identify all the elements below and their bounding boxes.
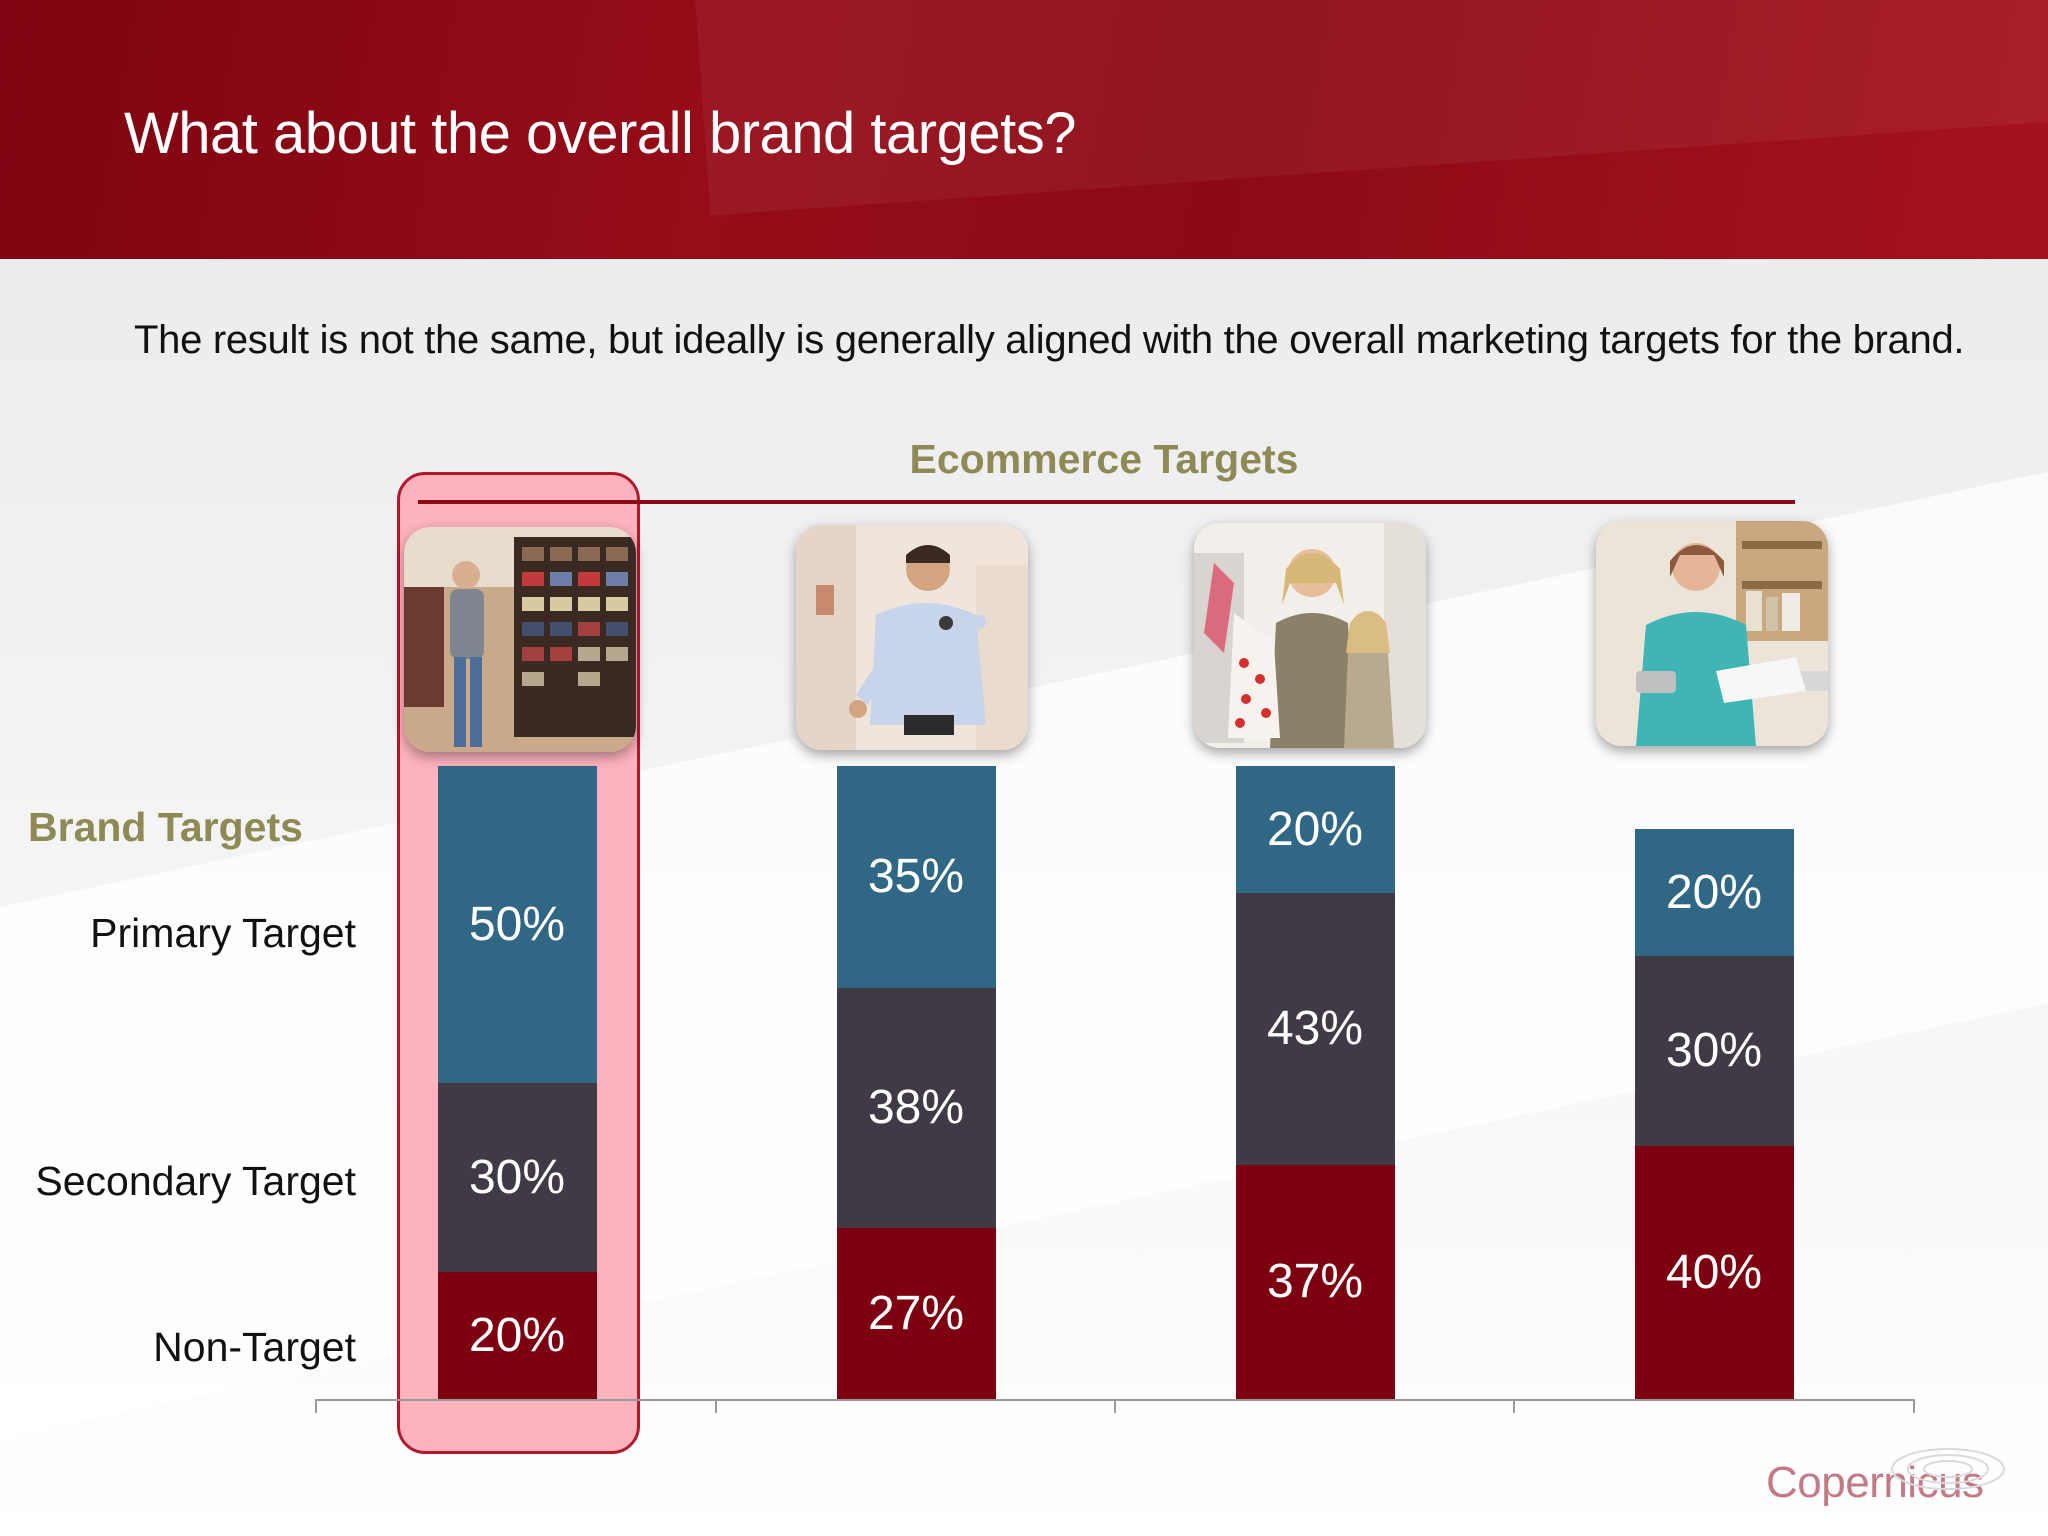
man-browsing-store-photo bbox=[404, 527, 636, 752]
bar-2-secondary-segment: 38% bbox=[836, 987, 996, 1229]
x-axis-tick bbox=[1114, 1399, 1116, 1413]
bar-4-non-target-segment: 40% bbox=[1634, 1145, 1794, 1399]
data-label: 37% bbox=[1266, 1255, 1364, 1309]
x-axis-line bbox=[316, 1399, 1915, 1401]
data-label: 27% bbox=[867, 1287, 965, 1341]
data-label: 20% bbox=[468, 1309, 566, 1363]
data-label: 20% bbox=[1266, 802, 1364, 856]
data-label: 40% bbox=[1665, 1245, 1763, 1299]
bar-3-secondary-segment: 43% bbox=[1235, 892, 1395, 1165]
x-axis-tick bbox=[715, 1399, 717, 1413]
data-label: 50% bbox=[468, 897, 566, 951]
data-label: 38% bbox=[867, 1081, 965, 1135]
slide-subtitle: The result is not the same, but ideally … bbox=[134, 318, 1965, 362]
bar-2-primary-segment: 35% bbox=[836, 766, 996, 988]
bar-1-non-target-segment: 20% bbox=[437, 1272, 597, 1399]
brand-targets-heading: Brand Targets bbox=[28, 804, 303, 850]
bar-3-primary-segment: 20% bbox=[1235, 766, 1395, 893]
x-axis-tick bbox=[1913, 1399, 1915, 1413]
data-label: 30% bbox=[468, 1150, 566, 1204]
data-label: 30% bbox=[1665, 1024, 1763, 1078]
x-axis-tick bbox=[315, 1399, 317, 1413]
data-label: 35% bbox=[867, 850, 965, 904]
bar-2-non-target-segment: 27% bbox=[836, 1228, 996, 1399]
bar-1-primary-segment: 50% bbox=[437, 766, 597, 1083]
mother-daughter-shopping-photo bbox=[1194, 523, 1426, 748]
ecommerce-targets-heading: Ecommerce Targets bbox=[909, 436, 1299, 482]
legend-secondary-target: Secondary Target bbox=[35, 1158, 356, 1204]
bar-1-secondary-segment: 30% bbox=[437, 1082, 597, 1273]
slide-title: What about the overall brand targets? bbox=[124, 101, 1076, 166]
man-checking-watch-photo bbox=[796, 525, 1028, 750]
bar-4-primary-segment: 20% bbox=[1634, 829, 1794, 956]
legend-primary-target: Primary Target bbox=[90, 910, 356, 956]
woman-online-shopping-photo bbox=[1596, 521, 1828, 746]
data-label: 43% bbox=[1266, 1002, 1364, 1056]
data-label: 20% bbox=[1665, 866, 1763, 920]
x-axis-tick bbox=[1513, 1399, 1515, 1413]
ecommerce-targets-rule bbox=[418, 500, 1795, 504]
legend-non-target: Non-Target bbox=[153, 1324, 356, 1370]
copernicus-logo-mark bbox=[1891, 1448, 2005, 1490]
header-banner bbox=[0, 0, 2048, 259]
bar-4-secondary-segment: 30% bbox=[1634, 955, 1794, 1146]
bar-3-non-target-segment: 37% bbox=[1235, 1164, 1395, 1399]
